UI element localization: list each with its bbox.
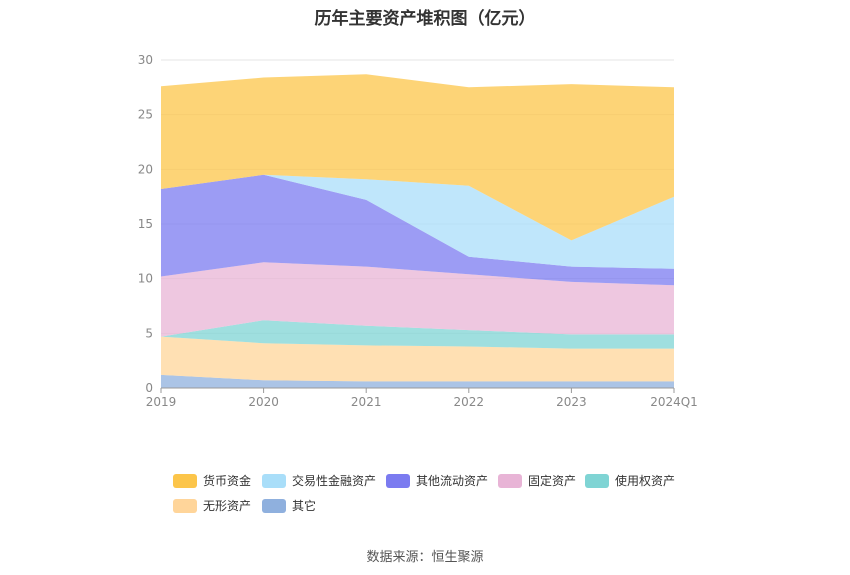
area-交易性金融资产: [161, 174, 674, 269]
data-source-note: 数据来源：恒生聚源: [366, 550, 484, 565]
legend-swatch: [173, 473, 197, 488]
x-tick-label: 2020: [248, 395, 279, 409]
legend-swatch: [386, 473, 410, 488]
legend-item[interactable]: 使用权资产: [585, 472, 675, 489]
legend-item[interactable]: 其它: [262, 497, 316, 514]
legend-item[interactable]: 交易性金融资产: [262, 472, 376, 489]
area-使用权资产: [161, 320, 674, 349]
y-tick-label: 25: [138, 108, 153, 122]
y-tick-label: 10: [138, 272, 153, 286]
legend-label: 货币资金: [203, 474, 252, 488]
legend-swatch: [173, 498, 197, 513]
legend-label: 其他流动资产: [416, 474, 489, 488]
x-tick-label: 2019: [146, 395, 177, 409]
y-tick-label: 0: [145, 381, 153, 395]
legend-item[interactable]: 货币资金: [173, 472, 251, 489]
area-货币资金: [161, 74, 674, 241]
legend-label: 固定资产: [528, 474, 577, 488]
legend-item[interactable]: 无形资产: [173, 497, 251, 514]
legend-label: 使用权资产: [615, 474, 676, 488]
axes: 0 5 10 15 20 25 30 2019 2020 2021 2022 2023 2024Q1: [138, 53, 698, 409]
legend-swatch: [498, 473, 522, 488]
x-tick-label: 2024Q1: [650, 395, 698, 409]
x-tick-label: 2023: [556, 395, 587, 409]
area-其它: [161, 374, 674, 388]
y-tick-label: 15: [138, 217, 153, 231]
y-tick-label: 20: [138, 162, 153, 176]
y-tick-label: 30: [138, 53, 153, 67]
area-series: [161, 74, 674, 388]
legend-swatch: [262, 473, 286, 488]
legend-label: 交易性金融资产: [292, 474, 377, 488]
y-tick-label: 5: [145, 326, 153, 340]
area-无形资产: [161, 336, 674, 382]
area-其他流动资产: [161, 174, 674, 286]
legend-item[interactable]: 固定资产: [498, 472, 576, 489]
x-tick-label: 2022: [454, 395, 485, 409]
chart-title: 历年主要资产堆积图（亿元）: [314, 9, 536, 29]
legend-swatch: [585, 473, 609, 488]
legend-label: 其它: [292, 499, 317, 513]
legend-item[interactable]: 其他流动资产: [386, 472, 488, 489]
x-tick-label: 2021: [351, 395, 382, 409]
area-固定资产: [161, 262, 674, 337]
legend-label: 无形资产: [203, 499, 252, 513]
legend-swatch: [262, 498, 286, 513]
